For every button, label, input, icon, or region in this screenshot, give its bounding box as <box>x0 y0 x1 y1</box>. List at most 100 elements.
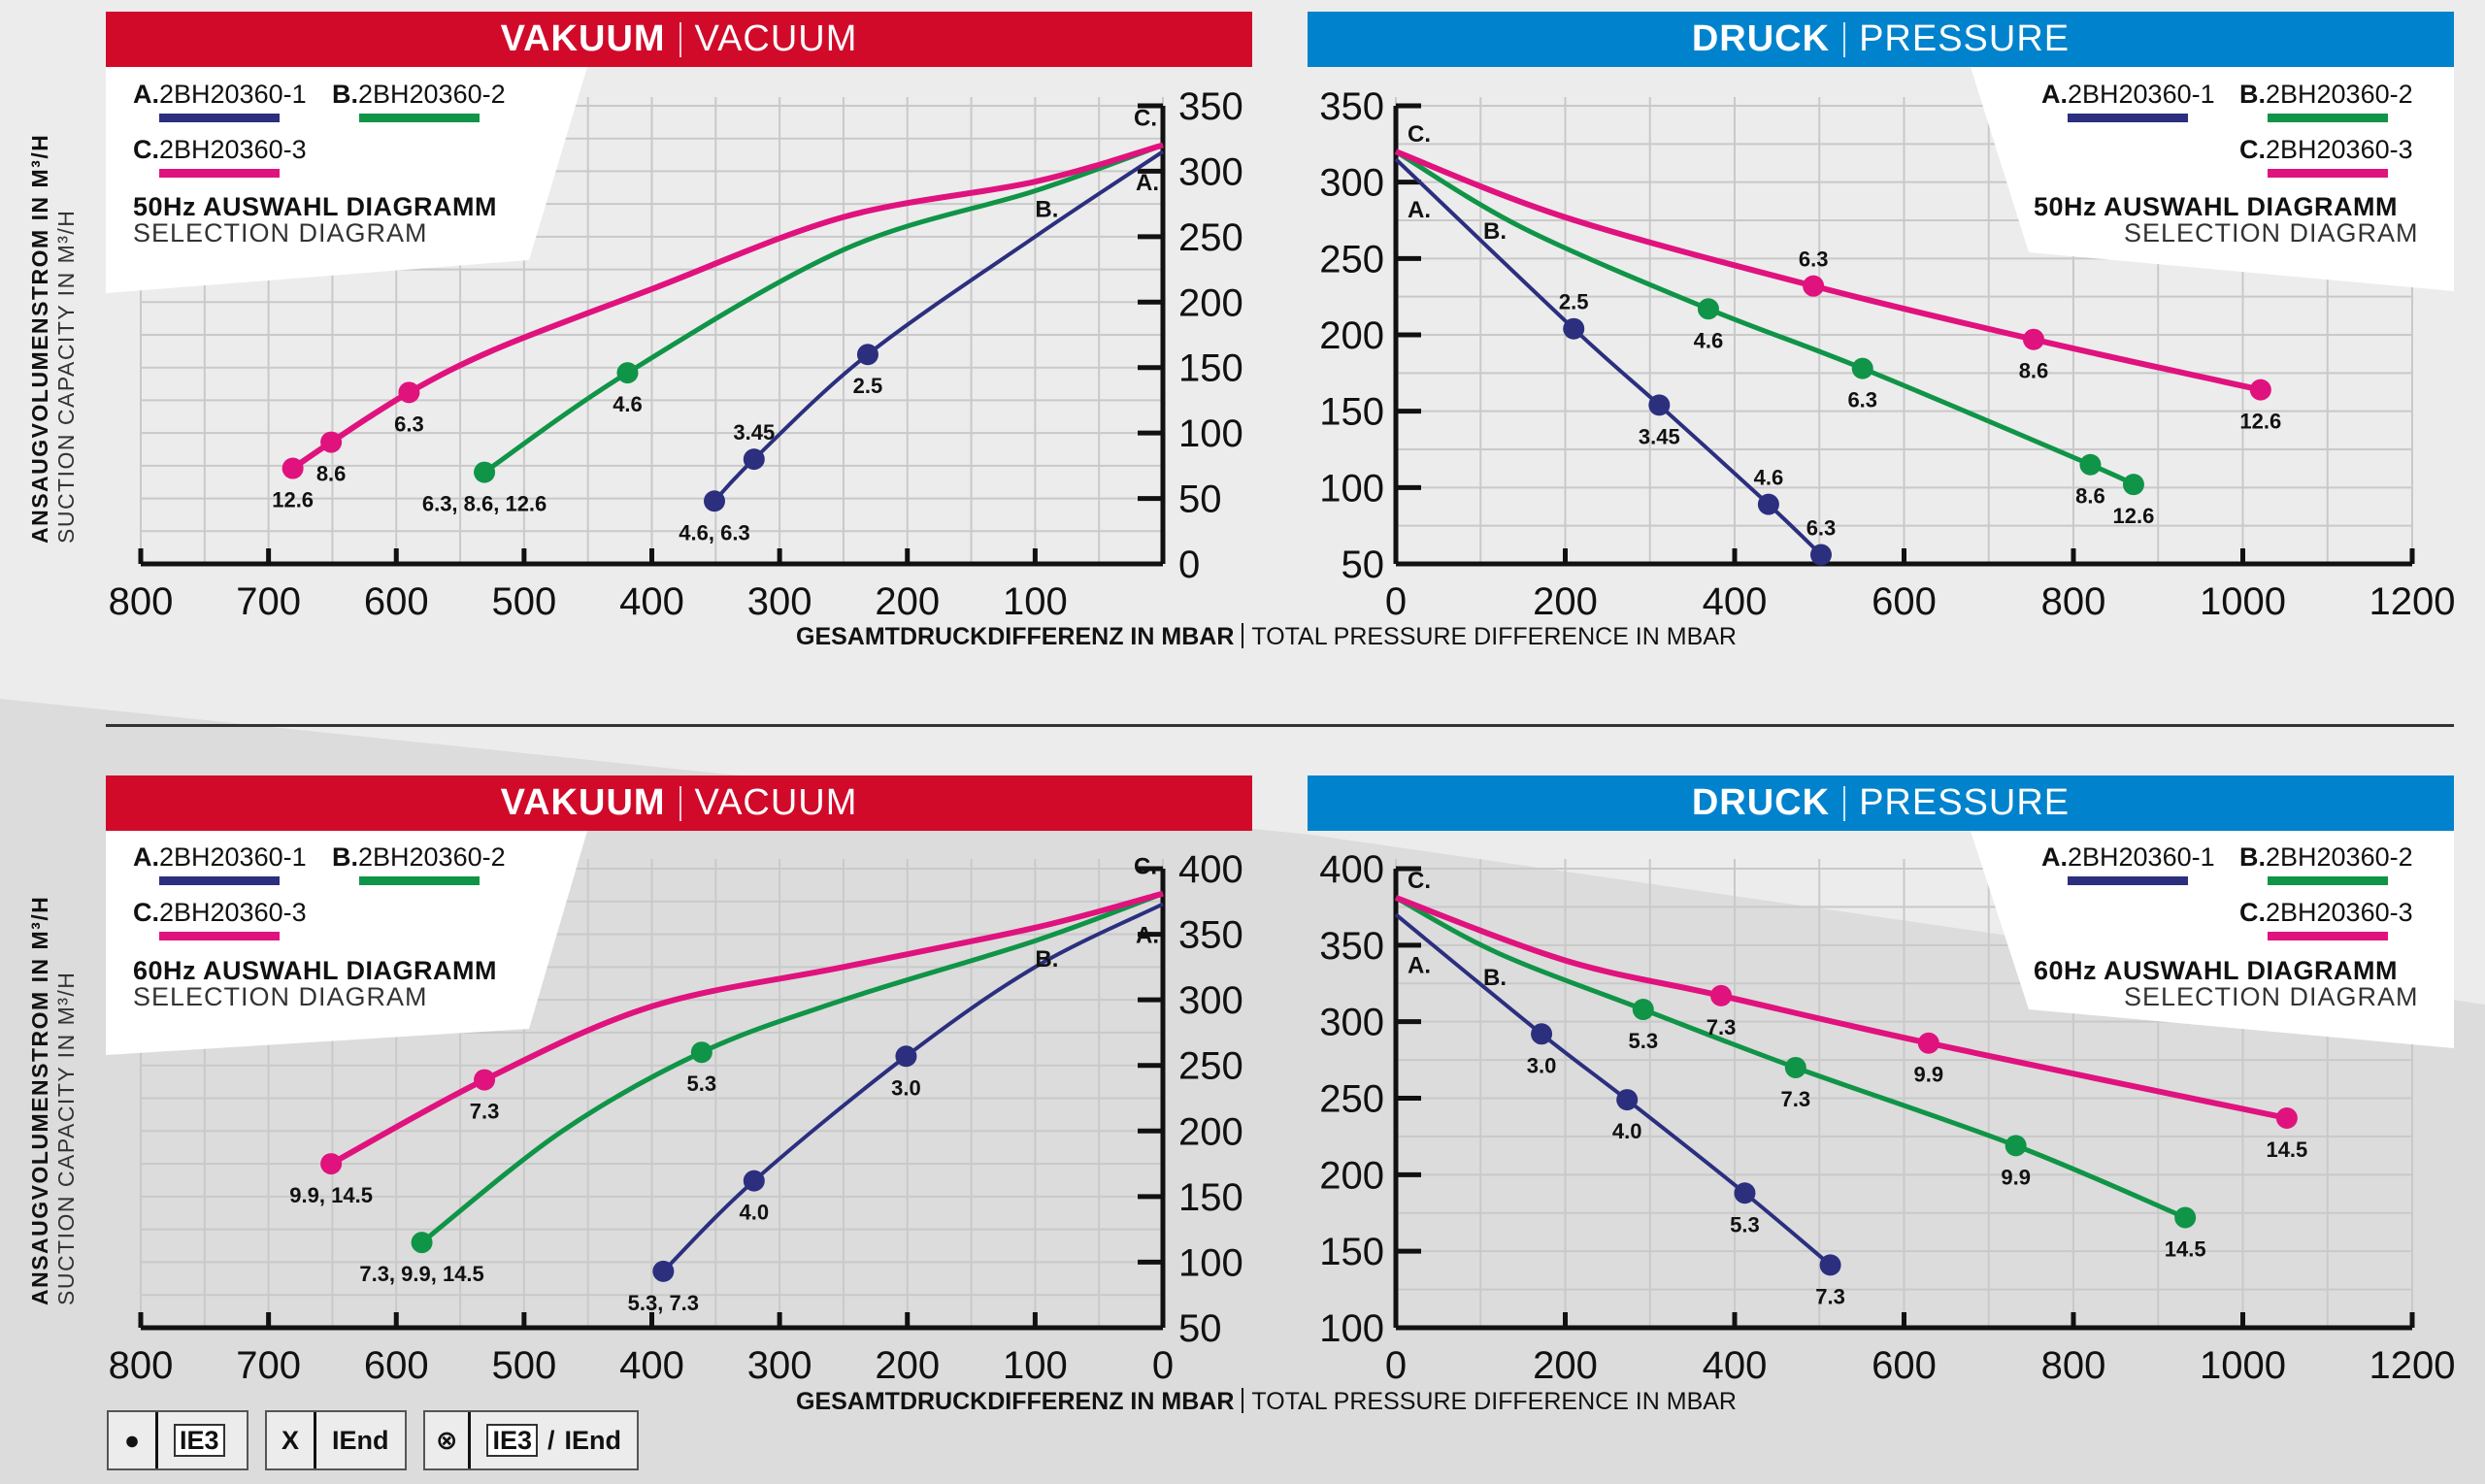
y-tick-label: 350 <box>1178 85 1243 128</box>
data-point-c <box>398 381 420 404</box>
legend-letter: B. <box>2239 842 2266 872</box>
x-axis-title-de: GESAMTDRUCKDIFFERENZ IN MBAR <box>796 1388 1235 1415</box>
x-tick-label: 600 <box>1872 1344 1937 1387</box>
y-tick-label: 150 <box>1319 391 1384 434</box>
key-label-ie3: IE3 <box>486 1424 538 1457</box>
legend-label: 2BH20360-3 <box>2266 898 2413 927</box>
key-label-iend: IEnd <box>564 1425 622 1455</box>
legend-letter: A. <box>133 842 159 872</box>
x-tick-label: 0 <box>1152 1344 1174 1387</box>
dot-icon: ● <box>109 1412 158 1468</box>
key-separator: / <box>547 1425 555 1455</box>
y-tick-label: 400 <box>1319 848 1384 891</box>
data-point-a <box>703 490 725 512</box>
x-tick-label: 700 <box>236 580 301 623</box>
x-tick-label: 800 <box>109 1344 174 1387</box>
y-tick-label: 50 <box>1342 544 1385 586</box>
key-label-ie3: IE3 <box>174 1424 225 1457</box>
data-label: 4.0 <box>1612 1119 1642 1143</box>
data-label: 3.0 <box>891 1075 921 1100</box>
data-point-c <box>2275 1106 2298 1129</box>
legend-swatch-b <box>359 876 480 885</box>
data-point-c <box>320 1153 343 1175</box>
y-tick-label: 150 <box>1319 1231 1384 1273</box>
x-tick-label: 200 <box>1533 580 1598 623</box>
data-point-b <box>411 1232 433 1254</box>
y-tick-label: 350 <box>1178 914 1243 957</box>
legend-swatch-c <box>2268 169 2388 178</box>
data-point-a <box>856 344 878 366</box>
header-title-de: VAKUUM <box>500 782 666 823</box>
data-point-c <box>2022 328 2044 350</box>
data-point-a <box>1648 394 1671 416</box>
x-tick-label: 200 <box>875 580 940 623</box>
x-tick-label: 800 <box>2041 1344 2106 1387</box>
x-axis-title-de: GESAMTDRUCKDIFFERENZ IN MBAR <box>796 623 1235 650</box>
data-label: 8.6 <box>316 462 347 486</box>
legend-letter: A. <box>2041 842 2068 872</box>
circled-x-icon: ⊗ <box>425 1412 472 1468</box>
legend-letter: B. <box>332 842 358 872</box>
data-label: 9.9 <box>1914 1063 1944 1087</box>
y-tick-label: 200 <box>1319 314 1384 357</box>
legend-swatch-a <box>2068 114 2188 122</box>
header-title-en: PRESSURE <box>1859 782 2071 823</box>
data-label: 3.0 <box>1527 1053 1557 1077</box>
x-tick-label: 100 <box>1003 1344 1068 1387</box>
series-line-b <box>482 143 1164 475</box>
data-label: 6.3 <box>1806 516 1837 541</box>
series-line-c <box>329 890 1164 1167</box>
y-tick-label: 200 <box>1319 1154 1384 1197</box>
data-label: 4.6 <box>613 392 643 416</box>
legend-item-c: C.2BH20360-3 <box>2239 135 2413 165</box>
legend-label: 2BH20360-3 <box>2266 135 2413 164</box>
legend-swatch-b <box>2268 114 2388 122</box>
data-label: 5.3, 7.3 <box>628 1291 699 1315</box>
data-point-a <box>1734 1182 1756 1204</box>
plot-area: 0 200 400 600 800 1000 1200 50 100 150 200 250 300 35… <box>1319 85 2455 623</box>
header-title-en: VACUUM <box>694 782 858 823</box>
data-label: 12.6 <box>272 488 314 512</box>
diagram-subtitle: SELECTION DIAGRAM <box>133 982 428 1011</box>
legend-letter: C. <box>133 898 159 927</box>
legend-label: 2BH20360-3 <box>159 898 307 927</box>
header-title-en: VACUUM <box>694 18 858 59</box>
data-point-b <box>474 461 496 483</box>
x-tick-label: 300 <box>747 1344 812 1387</box>
data-point-c <box>1917 1032 1939 1054</box>
x-tick-label: 600 <box>1872 580 1937 623</box>
series-line-c <box>1394 895 2288 1121</box>
data-point-c <box>2249 379 2271 401</box>
y-tick-label: 250 <box>1178 1045 1243 1088</box>
y-tick-label: 100 <box>1319 467 1384 510</box>
data-label: 6.3, 8.6, 12.6 <box>422 492 547 516</box>
data-point-a <box>895 1045 917 1068</box>
x-tick-label: 0 <box>1385 1344 1407 1387</box>
x-tick-label: 500 <box>492 1344 557 1387</box>
legend-label: 2BH20360-1 <box>2068 80 2215 109</box>
data-point-c <box>1710 984 1733 1006</box>
x-tick-label: 0 <box>1385 580 1407 623</box>
x-tick-label: 1000 <box>2200 1344 2286 1387</box>
data-point-c <box>1803 275 1825 297</box>
data-point-b <box>2122 474 2144 496</box>
data-point-b <box>2079 453 2102 476</box>
diagram-subtitle: SELECTION DIAGRAM <box>2124 982 2419 1011</box>
y-tick-label: 150 <box>1178 1176 1243 1219</box>
data-label: 5.3 <box>1730 1212 1760 1237</box>
data-label: 2.5 <box>853 374 883 398</box>
legend-letter: C. <box>133 135 159 164</box>
data-point-b <box>1851 357 1873 379</box>
y-tick-label: 250 <box>1319 238 1384 280</box>
y-tick-label: 350 <box>1319 85 1384 128</box>
legend-label: 2BH20360-1 <box>2068 842 2215 872</box>
data-point-b <box>1784 1056 1806 1078</box>
legend-label: 2BH20360-2 <box>358 842 506 872</box>
data-label: 5.3 <box>1628 1029 1658 1053</box>
data-label: 3.45 <box>1639 424 1680 448</box>
y-tick-label: 300 <box>1178 150 1243 193</box>
x-tick-label: 400 <box>1703 1344 1768 1387</box>
data-point-b <box>616 362 639 384</box>
x-tick-label: 1000 <box>2200 580 2286 623</box>
